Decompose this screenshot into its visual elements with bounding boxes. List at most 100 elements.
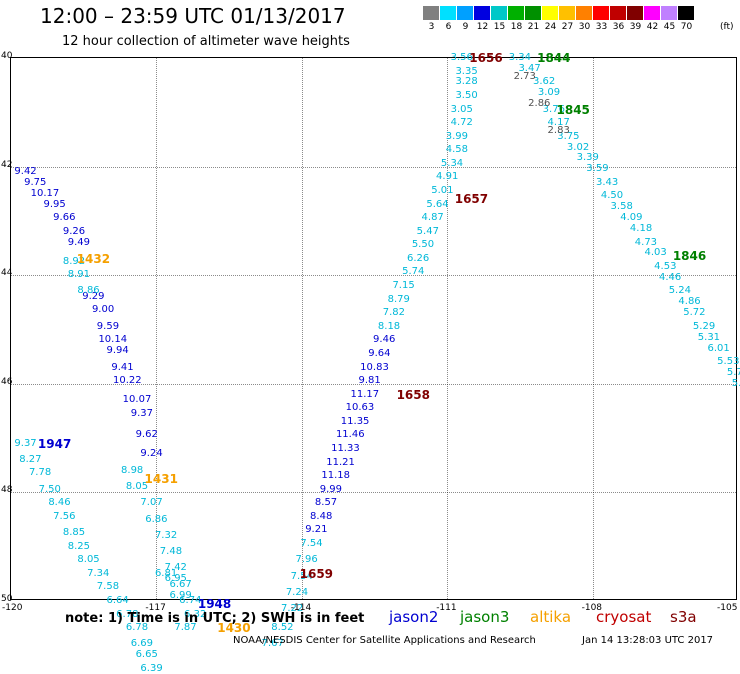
latitude-tick-label: 48: [1, 485, 13, 496]
wave-height-value: 7.56: [53, 510, 76, 522]
wave-height-value: 3.99: [445, 130, 469, 142]
pass-time-label: 1948: [197, 596, 232, 611]
wave-height-value: 9.29: [82, 290, 105, 302]
wave-height-value: 5.31: [697, 331, 721, 343]
wave-height-value: 3.62: [532, 76, 556, 88]
wave-height-value: 7.78: [28, 467, 52, 479]
wave-height-value: 5.72: [683, 307, 706, 319]
colorbar-swatch: [559, 6, 576, 20]
colorbar-label: 45: [663, 22, 676, 32]
pass-time-label: 1845: [556, 102, 590, 117]
wave-height-value: 3.02: [566, 141, 590, 153]
wave-height-value: 11.46: [335, 429, 365, 441]
wave-height-colorbar: [423, 6, 695, 20]
pass-time-label: 1432: [76, 251, 111, 266]
wave-height-value: 11.33: [331, 442, 360, 454]
colorbar-label: 42: [646, 22, 659, 32]
wave-height-value: 9.99: [319, 483, 343, 495]
wave-height-value: 8.25: [67, 540, 90, 552]
wave-height-value: 8.92: [62, 255, 86, 267]
wave-height-value: 8.57: [314, 497, 338, 509]
colorbar-swatch: [440, 6, 457, 20]
colorbar-label: 21: [527, 22, 540, 32]
wave-height-value: 9.64: [368, 347, 391, 359]
wave-height-value: 7.58: [96, 581, 120, 593]
colorbar-label: 18: [510, 22, 523, 32]
wave-height-value: 4.09: [620, 212, 643, 224]
wave-height-value: 6.69: [130, 638, 153, 650]
wave-height-value: 5.24: [668, 285, 691, 297]
altimeter-map: 9.42 9.75 10.17 9.95 9.66 9.26 9.49 9.29 9.00 9.5…: [10, 51, 740, 673]
wave-height-value: 9.66: [53, 212, 76, 224]
latitude-gridline: [11, 275, 736, 277]
wave-height-value: 7.67: [261, 638, 284, 650]
wave-height-value: 8.52: [271, 622, 294, 634]
wave-height-value: 4.53: [654, 261, 677, 273]
wave-height-value: 5.53: [717, 356, 740, 368]
wave-height-value: 2.86: [528, 98, 551, 110]
colorbar-swatch: [610, 6, 627, 20]
wave-height-value: 10.83: [360, 361, 389, 373]
wave-height-value: 7.50: [38, 483, 61, 495]
colorbar-labels: 3 6 9 12 15 18 21 24 27 30 33 36 39 42 45 70: [423, 22, 695, 32]
colorbar-swatch: [474, 6, 491, 20]
latitude-gridline: [11, 492, 736, 494]
wave-height-value: 9.37: [14, 437, 37, 449]
latitude-tick-label: 46: [1, 376, 13, 387]
wave-height-value: 3.34: [508, 52, 532, 63]
wave-height-value: 7.32: [154, 529, 178, 541]
wave-height-value: 5.61: [731, 377, 740, 389]
wave-height-value: 4.72: [450, 117, 473, 129]
colorbar-label: 33: [595, 22, 608, 32]
wave-height-value: 3.76: [542, 103, 565, 115]
latitude-gridline: [11, 383, 736, 385]
wave-height-value: 9.46: [373, 334, 396, 346]
wave-height-value: 7.34: [87, 567, 110, 579]
wave-height-value: 8.79: [387, 293, 410, 305]
wave-height-value: 3.47: [518, 62, 541, 74]
longitude-gridline: [301, 58, 303, 599]
wave-height-value: 3.35: [455, 65, 478, 77]
colorbar-label: 27: [561, 22, 574, 32]
wave-height-value: 3.09: [537, 87, 561, 99]
wave-height-value: 9.24: [140, 448, 163, 460]
longitude-gridline: [156, 58, 158, 599]
wave-height-value: 8.05: [125, 480, 149, 492]
wave-height-value: 9.42: [14, 166, 37, 178]
wave-height-value: 8.18: [377, 320, 401, 332]
wave-height-value: 7.24: [285, 586, 309, 598]
wave-height-value: 9.94: [106, 345, 129, 357]
wave-height-value: 6.39: [140, 662, 163, 674]
wave-height-value: 4.18: [629, 223, 653, 235]
latitude-tick-label: 40: [1, 51, 13, 61]
pass-time-label: 1658: [396, 387, 430, 402]
colorbar-label: 6: [445, 22, 452, 32]
legend-jason2: jason2: [389, 608, 439, 626]
wave-height-value: 8.48: [310, 510, 333, 522]
wave-height-value: 7.82: [382, 307, 406, 319]
colorbar-swatch: [644, 6, 661, 20]
colorbar-swatch: [576, 6, 593, 20]
wave-height-value: 8.91: [67, 269, 90, 281]
wave-height-value: 9.21: [305, 524, 328, 536]
latitude-tick-label: 50: [1, 594, 13, 604]
footer-credit: NOAA/NESDIS Center for Satellite Applica…: [233, 635, 536, 646]
legend-jason3: jason3: [460, 608, 510, 626]
wave-height-value: 11.18: [321, 470, 351, 482]
wave-height-value: 9.49: [67, 236, 90, 248]
wave-height-value: 6.26: [406, 252, 430, 264]
wave-height-value: 10.63: [345, 402, 375, 414]
wave-height-value: 7.22: [280, 603, 304, 615]
wave-height-value: 5.34: [440, 157, 464, 169]
wave-height-value: 4.17: [547, 117, 570, 129]
wave-height-value: 7.96: [295, 554, 318, 566]
pass-time-label: 1659: [299, 566, 334, 581]
wave-height-value: 8.98: [121, 464, 144, 476]
wave-height-value: 9.41: [111, 361, 134, 373]
wave-height-value: 3.05: [450, 103, 473, 115]
wave-height-value: 5.50: [411, 239, 435, 251]
legend-cryosat: cryosat: [596, 608, 652, 626]
wave-height-value: 6.78: [125, 622, 149, 634]
latitude-gridline: [11, 166, 736, 168]
wave-height-value: 5.64: [426, 198, 449, 210]
